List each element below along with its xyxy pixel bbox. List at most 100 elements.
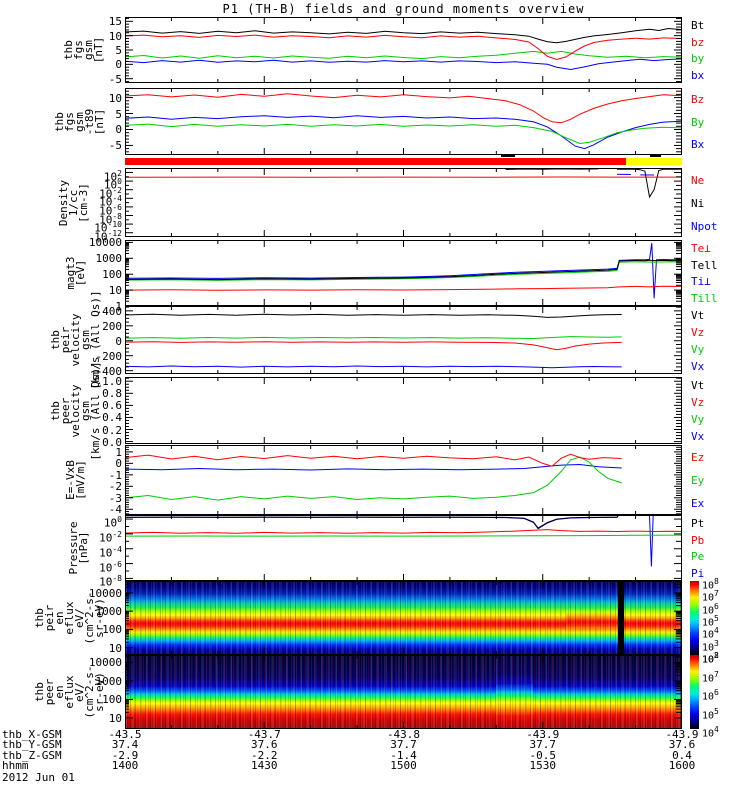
ytick-label: -5 bbox=[108, 72, 122, 86]
colorbar-tick-label: 102 bbox=[702, 651, 719, 666]
series-Ni bbox=[505, 168, 599, 170]
legend-Vx: Vx bbox=[691, 359, 705, 373]
series-Pt bbox=[125, 515, 682, 529]
legend-Ey: Ey bbox=[691, 474, 705, 487]
ytick-label: 100 bbox=[102, 268, 122, 282]
ytick-label: 15 bbox=[108, 15, 122, 29]
axis-row-value: -0.5 bbox=[529, 748, 557, 762]
legend-Vt: Vt bbox=[691, 308, 705, 322]
ytick-label: 0 bbox=[115, 334, 122, 348]
ytick-label: 1000 bbox=[95, 252, 123, 266]
ylabel-spec_ion: thb peir en eflux eV/ (cm^2-s- sr-eV) bbox=[33, 591, 106, 645]
legend-By: By bbox=[691, 115, 705, 129]
noise-overlay bbox=[125, 655, 682, 729]
series-Ni bbox=[616, 168, 682, 199]
series-Bz bbox=[125, 93, 682, 124]
legend-Vz: Vz bbox=[691, 325, 705, 339]
legend-Pe: Pe bbox=[691, 550, 705, 564]
colorbar-tick-label: 108 bbox=[702, 651, 719, 666]
panel-pressure bbox=[125, 515, 682, 581]
ytick-label: 10-6 bbox=[99, 559, 122, 575]
series-Ti_perp bbox=[125, 243, 682, 299]
ytick-label: 10-4 bbox=[99, 544, 122, 560]
legend-Vy: Vy bbox=[691, 342, 705, 356]
ytick-label: 0.6 bbox=[102, 399, 122, 413]
series-Te_par bbox=[125, 259, 682, 281]
legend-Ex: Ex bbox=[691, 497, 705, 511]
axis-row-value: 1430 bbox=[251, 759, 278, 773]
ytick-label: 1000 bbox=[95, 674, 123, 688]
colorbar-tick-label: 107 bbox=[702, 589, 719, 604]
ylabel-spec_ele: thb peer en eflux eV/ (cm^2-s- sr-eV) bbox=[33, 665, 106, 719]
spectrogram-spec_ele bbox=[125, 655, 682, 729]
legend-bz: bz bbox=[691, 35, 705, 49]
flag-marker bbox=[500, 154, 515, 157]
panel-fgs bbox=[125, 17, 682, 83]
axis-row-value: 37.7 bbox=[390, 738, 417, 752]
ytick-label: 0.0 bbox=[102, 435, 122, 449]
plot-title: P1 (TH-B) fields and ground moments over… bbox=[222, 2, 585, 16]
ytick-label: 102 bbox=[103, 168, 122, 184]
legend-Tell: Tell bbox=[691, 258, 718, 272]
series-Bx bbox=[125, 115, 682, 150]
colorbar-tick-label: 108 bbox=[702, 577, 719, 592]
ylabel-pressure: Pressure [nPa] bbox=[67, 521, 90, 575]
fgs-plot bbox=[125, 17, 682, 83]
legend-Npot: Npot bbox=[691, 219, 718, 233]
ytick-label: 10-10 bbox=[94, 220, 122, 235]
ytick-label: 0.2 bbox=[102, 423, 122, 437]
vel_ele-plot bbox=[125, 377, 682, 444]
legend-Pt: Pt bbox=[691, 517, 705, 531]
ylabel-fgs: thb fgs gsm [nT] bbox=[62, 36, 105, 64]
ytick-label: -1 bbox=[108, 468, 122, 482]
ytick-label: 10 bbox=[108, 91, 122, 105]
spectrogram-enhancement bbox=[565, 581, 619, 655]
legend-Vz: Vz bbox=[691, 396, 705, 410]
ytick-label: 100 bbox=[102, 623, 122, 637]
ytick-label: 10000 bbox=[88, 586, 122, 600]
series-Pi bbox=[125, 515, 682, 567]
ytick-label: 10 bbox=[108, 711, 122, 725]
ytick-label: 10000 bbox=[88, 656, 122, 670]
spec_ele-axes bbox=[125, 655, 682, 729]
fgs_t89-plot bbox=[125, 88, 682, 155]
ytick-label: 10-6 bbox=[99, 202, 122, 218]
ytick-label: 0.8 bbox=[102, 387, 122, 401]
axis-row-value: 37.7 bbox=[529, 738, 557, 752]
ytick-label: 0 bbox=[115, 123, 122, 137]
ytick-label: 1000 bbox=[95, 605, 123, 619]
legend-Ti⊥: Ti⊥ bbox=[691, 275, 711, 289]
date-label: 2012 Jun 01 bbox=[2, 771, 75, 784]
ytick-label: 5 bbox=[115, 44, 122, 57]
colorbar-tick-label: 105 bbox=[702, 614, 719, 629]
temp-plot bbox=[125, 240, 682, 306]
flag-segment bbox=[626, 158, 682, 165]
axis-row-value: -2.9 bbox=[111, 748, 139, 762]
legend-Pb: Pb bbox=[691, 533, 705, 547]
data-gap bbox=[618, 581, 624, 655]
series-Ez bbox=[125, 453, 622, 467]
colorbar-tick-label: 105 bbox=[702, 706, 719, 721]
ytick-label: 10-8 bbox=[99, 211, 122, 227]
colorbar-tick-label: 104 bbox=[702, 725, 719, 740]
axis-row-value: -43.5 bbox=[108, 728, 142, 741]
series-Pb bbox=[125, 529, 682, 534]
ylabel-efield: E=-VxB [mV/m] bbox=[64, 460, 87, 500]
series-Pe bbox=[125, 534, 682, 537]
ytick-label: -400 bbox=[95, 364, 123, 378]
axis-row-value: 37.6 bbox=[251, 738, 278, 752]
axis-row-value: 1500 bbox=[390, 759, 417, 773]
ytick-label: -200 bbox=[95, 349, 123, 363]
legend-Ez: Ez bbox=[691, 450, 705, 464]
axis-row-label: thb_X-GSM bbox=[2, 728, 62, 741]
flag-segment bbox=[125, 158, 627, 165]
axis-row-label: thb_Y-GSM bbox=[2, 738, 62, 752]
colorbar-tick-label: 107 bbox=[702, 669, 719, 684]
ytick-label: 10-2 bbox=[99, 185, 122, 201]
legend-by: by bbox=[691, 52, 705, 66]
ytick-label: 200 bbox=[102, 319, 122, 333]
axis-row-value: -43.7 bbox=[247, 728, 281, 741]
ytick-label: 10-2 bbox=[99, 529, 122, 545]
legend-Vy: Vy bbox=[691, 412, 705, 426]
axis-row-label: thb_Z-GSM bbox=[2, 748, 62, 762]
